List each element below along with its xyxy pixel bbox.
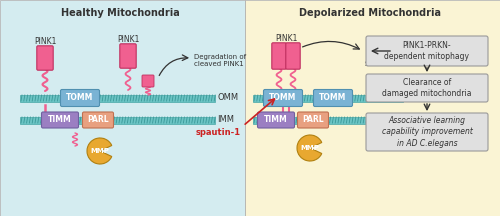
Text: PINK1: PINK1 — [275, 34, 297, 43]
Bar — [253, 116, 403, 124]
Bar — [0, 0, 245, 216]
FancyBboxPatch shape — [286, 43, 300, 69]
Text: PINK1-PRKN-
dependent mitophagy: PINK1-PRKN- dependent mitophagy — [384, 41, 470, 61]
Text: IMM: IMM — [405, 116, 422, 124]
Text: Associative learning
capability improvement
in AD C.elegans: Associative learning capability improvem… — [382, 116, 472, 148]
Text: PINK1
stabilization: PINK1 stabilization — [365, 48, 412, 68]
Text: PINK1: PINK1 — [34, 37, 56, 46]
Text: TIMM: TIMM — [264, 116, 288, 124]
Text: TIMM: TIMM — [48, 116, 72, 124]
Text: Degradation of
cleaved PINK1: Degradation of cleaved PINK1 — [194, 54, 246, 67]
Bar — [245, 0, 500, 216]
Text: TOMM: TOMM — [270, 94, 296, 103]
Bar — [20, 95, 215, 102]
Text: Healthy Mitochondria: Healthy Mitochondria — [60, 8, 180, 18]
Wedge shape — [297, 135, 322, 161]
FancyBboxPatch shape — [82, 112, 114, 128]
Text: MMP: MMP — [300, 145, 320, 151]
FancyBboxPatch shape — [366, 113, 488, 151]
FancyBboxPatch shape — [264, 89, 302, 106]
Text: OMM: OMM — [217, 94, 238, 103]
FancyBboxPatch shape — [37, 46, 53, 70]
Text: OMM: OMM — [405, 94, 426, 103]
Text: Depolarized Mitochondria: Depolarized Mitochondria — [299, 8, 441, 18]
Text: spautin-1: spautin-1 — [196, 128, 241, 137]
Wedge shape — [87, 138, 112, 164]
FancyBboxPatch shape — [272, 43, 286, 69]
Text: PARL: PARL — [302, 116, 324, 124]
Text: Clearance of
damaged mitochondria: Clearance of damaged mitochondria — [382, 78, 472, 98]
FancyBboxPatch shape — [314, 89, 352, 106]
Text: TOMM: TOMM — [320, 94, 346, 103]
FancyBboxPatch shape — [42, 112, 78, 128]
FancyBboxPatch shape — [120, 44, 136, 68]
FancyBboxPatch shape — [366, 74, 488, 102]
Text: PARL: PARL — [87, 116, 109, 124]
FancyBboxPatch shape — [298, 112, 328, 128]
Text: PINK1: PINK1 — [117, 35, 139, 44]
FancyBboxPatch shape — [366, 36, 488, 66]
Text: MMP: MMP — [90, 148, 110, 154]
FancyBboxPatch shape — [142, 75, 154, 87]
Text: TOMM: TOMM — [66, 94, 94, 103]
Text: IMM: IMM — [217, 116, 234, 124]
Bar — [253, 95, 403, 102]
FancyBboxPatch shape — [60, 89, 100, 106]
Bar — [20, 116, 215, 124]
FancyBboxPatch shape — [258, 112, 294, 128]
